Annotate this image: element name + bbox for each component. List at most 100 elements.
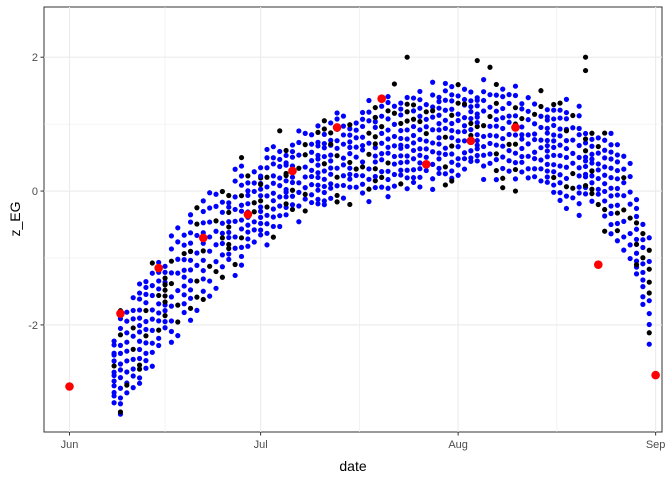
data-point-blue: [436, 165, 442, 171]
data-point-blue: [168, 233, 175, 239]
data-point-blue: [302, 130, 308, 136]
data-point-blue: [187, 212, 194, 218]
data-point-blue: [264, 221, 270, 227]
data-point-blue: [168, 328, 175, 335]
data-point-blue: [340, 123, 347, 129]
data-point-blue: [442, 164, 448, 170]
data-point-blue: [417, 174, 423, 180]
data-point-blue: [258, 198, 264, 204]
data-point-blue: [372, 159, 378, 165]
data-point-blue: [468, 120, 474, 126]
data-point-blue: [258, 227, 264, 233]
data-point-blue: [347, 176, 353, 182]
data-point-blue: [117, 350, 124, 356]
data-point-blue: [627, 230, 633, 237]
data-point-blue: [633, 197, 640, 203]
data-point-blue: [557, 107, 563, 113]
data-point-blue: [181, 309, 187, 316]
data-point-blue: [551, 116, 557, 122]
data-point-blue: [474, 137, 480, 144]
data-point-blue: [608, 193, 614, 199]
data-point-blue: [143, 350, 149, 356]
data-point-blue: [181, 232, 187, 238]
data-point-blue: [136, 307, 143, 313]
data-point-blue: [512, 105, 519, 111]
data-point-blue: [646, 235, 652, 241]
data-point-blue: [207, 234, 213, 240]
data-point-blue: [111, 389, 117, 396]
data-point-blue: [608, 185, 614, 191]
data-point-blue: [334, 145, 340, 151]
data-point-blue: [136, 375, 143, 381]
data-point-blue: [404, 186, 410, 192]
data-point-blue: [372, 104, 378, 111]
data-point-blue: [531, 174, 538, 180]
data-point-blue: [410, 123, 417, 130]
data-point-blue: [328, 137, 334, 143]
data-point-blue: [385, 108, 391, 114]
data-point-blue: [226, 229, 232, 236]
data-point-blue: [493, 142, 499, 148]
data-point-blue: [149, 363, 155, 369]
data-point-blue: [302, 142, 308, 148]
data-point-blue: [449, 92, 455, 98]
data-point-blue: [359, 109, 366, 116]
data-point-black: [474, 57, 480, 64]
data-point-blue: [162, 299, 168, 305]
data-point-blue: [238, 235, 245, 241]
data-point-blue: [334, 174, 340, 180]
data-point-blue: [385, 116, 391, 122]
data-point-blue: [258, 186, 264, 192]
data-point-blue: [359, 147, 366, 153]
data-point-blue: [391, 103, 398, 109]
data-point-blue: [602, 206, 608, 213]
data-point-blue: [481, 108, 487, 114]
data-point-blue: [245, 180, 251, 186]
data-point-blue: [563, 175, 570, 182]
data-point-blue: [608, 203, 614, 209]
data-point-blue: [136, 281, 143, 287]
data-point-blue: [232, 178, 238, 184]
data-point-blue: [582, 148, 589, 154]
x-tick-label: Jul: [254, 439, 268, 451]
data-point-blue: [614, 192, 621, 198]
data-point-blue: [576, 154, 582, 161]
data-point-blue: [602, 188, 608, 195]
data-point-blue: [410, 175, 417, 181]
data-point-blue: [175, 287, 181, 294]
data-point-black: [449, 178, 455, 184]
data-point-blue: [551, 182, 557, 188]
data-point-blue: [602, 147, 608, 153]
data-point-blue: [385, 160, 391, 166]
data-point-blue: [321, 153, 327, 160]
data-point-blue: [379, 113, 385, 119]
data-point-blue: [563, 184, 570, 190]
data-point-blue: [519, 169, 525, 175]
data-point-blue: [111, 383, 117, 389]
data-point-blue: [410, 140, 417, 146]
data-point-blue: [640, 269, 646, 276]
data-point-blue: [436, 141, 442, 147]
data-point-blue: [557, 115, 563, 121]
data-point-blue: [570, 185, 576, 191]
data-point-blue: [149, 292, 155, 299]
data-point-blue: [359, 134, 366, 140]
data-point-blue: [340, 113, 347, 119]
data-point-blue: [493, 157, 499, 163]
data-point-blue: [500, 86, 506, 92]
data-point-blue: [372, 134, 378, 140]
data-point-blue: [143, 358, 149, 364]
data-point-blue: [136, 346, 143, 353]
data-point-blue: [353, 144, 359, 150]
data-point-blue: [493, 167, 499, 174]
data-point-blue: [359, 181, 366, 187]
data-point-blue: [544, 161, 550, 167]
data-point-blue: [340, 141, 347, 147]
data-point-blue: [449, 98, 455, 104]
data-point-blue: [500, 175, 506, 181]
data-point-blue: [238, 163, 245, 169]
data-point-blue: [640, 284, 646, 290]
data-point-blue: [576, 165, 582, 171]
data-point-blue: [264, 204, 270, 210]
data-point-blue: [398, 172, 404, 178]
